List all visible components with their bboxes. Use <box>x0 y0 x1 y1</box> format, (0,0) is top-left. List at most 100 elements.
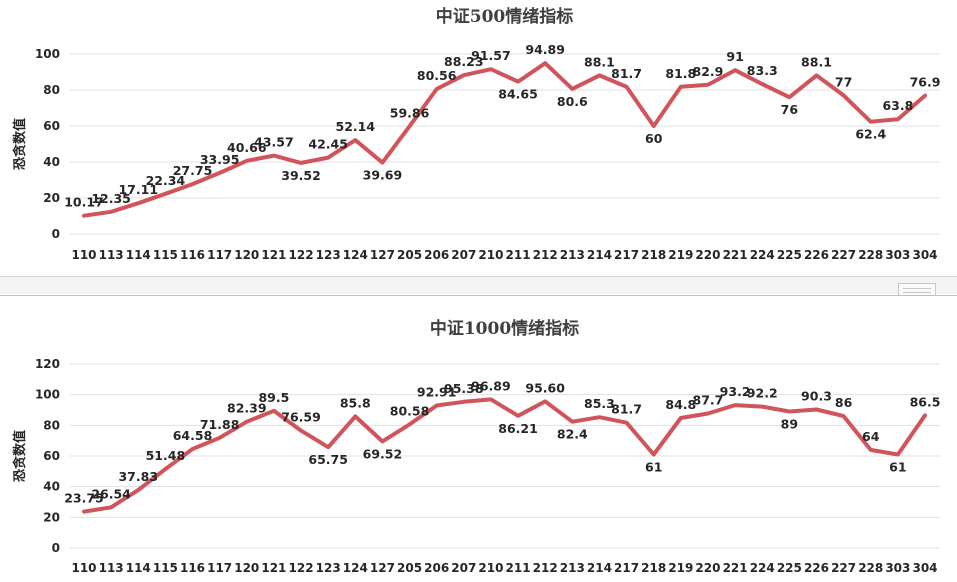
x-tick-label: 124 <box>343 248 368 262</box>
data-label: 27.75 <box>173 163 213 178</box>
data-label: 64.58 <box>173 428 213 443</box>
x-tick-label: 219 <box>668 248 693 262</box>
x-tick-label: 212 <box>533 561 558 575</box>
data-label: 81.7 <box>611 66 642 81</box>
x-tick-label: 206 <box>424 248 449 262</box>
data-point <box>353 414 357 418</box>
data-point <box>272 154 276 158</box>
data-label: 81.8 <box>665 66 696 81</box>
data-point <box>570 87 574 91</box>
y-tick-label: 0 <box>52 541 60 555</box>
data-label: 88.1 <box>584 54 615 69</box>
y-tick-label: 60 <box>43 119 60 133</box>
data-label: 61 <box>889 459 906 474</box>
data-label: 37.83 <box>118 469 158 484</box>
data-point <box>869 120 873 124</box>
x-tick-label: 205 <box>397 248 422 262</box>
x-tick-label: 226 <box>804 561 829 575</box>
data-point <box>408 422 412 426</box>
data-point <box>625 421 629 425</box>
data-label: 62.4 <box>855 127 886 142</box>
x-tick-label: 304 <box>912 561 937 575</box>
data-label: 40.66 <box>227 140 267 155</box>
x-tick-label: 304 <box>912 248 937 262</box>
data-label: 92.91 <box>417 385 457 400</box>
data-label: 82.4 <box>557 427 588 442</box>
x-tick-label: 121 <box>261 561 286 575</box>
data-point <box>462 400 466 404</box>
data-point <box>435 87 439 91</box>
data-point <box>543 399 547 403</box>
data-point <box>570 420 574 424</box>
data-point <box>760 82 764 86</box>
data-label: 80.58 <box>390 403 430 418</box>
data-label: 82.39 <box>227 401 267 416</box>
data-point <box>516 80 520 84</box>
x-tick-label: 113 <box>99 561 124 575</box>
data-point <box>543 61 547 65</box>
x-tick-label: 115 <box>153 248 178 262</box>
x-tick-label: 123 <box>316 248 341 262</box>
data-label: 65.75 <box>308 452 348 467</box>
x-tick-label: 224 <box>750 248 775 262</box>
x-tick-label: 117 <box>207 248 232 262</box>
data-point <box>82 214 86 218</box>
data-label: 81.7 <box>611 402 642 417</box>
data-point <box>923 94 927 98</box>
x-tick-label: 214 <box>587 561 612 575</box>
x-tick-label: 227 <box>831 248 856 262</box>
data-point <box>896 117 900 121</box>
x-tick-label: 110 <box>71 561 96 575</box>
data-point <box>923 413 927 417</box>
data-point <box>82 510 86 514</box>
data-label: 88.1 <box>801 54 832 69</box>
data-point <box>272 409 276 413</box>
data-point <box>462 73 466 77</box>
data-point <box>814 73 818 77</box>
data-point <box>597 415 601 419</box>
data-label: 51.48 <box>146 448 186 463</box>
data-point <box>869 448 873 452</box>
data-label: 76 <box>781 102 799 117</box>
x-tick-label: 122 <box>289 248 314 262</box>
x-tick-label: 213 <box>560 248 585 262</box>
data-point <box>136 201 140 205</box>
data-label: 10.17 <box>64 195 104 210</box>
data-label: 80.56 <box>417 68 457 83</box>
data-point <box>814 408 818 412</box>
data-label: 89.5 <box>258 390 289 405</box>
data-point <box>896 452 900 456</box>
data-label: 92.2 <box>747 386 778 401</box>
x-tick-label: 116 <box>180 561 205 575</box>
y-tick-label: 0 <box>52 227 60 241</box>
data-label: 87.7 <box>693 393 724 408</box>
x-tick-label: 228 <box>858 248 883 262</box>
x-tick-label: 225 <box>777 561 802 575</box>
data-label: 84.65 <box>498 87 538 102</box>
data-label: 23.75 <box>64 491 104 506</box>
y-tick-label: 60 <box>43 449 60 463</box>
y-tick-label: 40 <box>43 155 60 169</box>
data-label: 60 <box>645 131 663 146</box>
data-point <box>163 467 167 471</box>
x-tick-label: 218 <box>641 561 666 575</box>
data-point <box>787 410 791 414</box>
data-label: 33.95 <box>200 152 240 167</box>
series-line <box>82 397 927 514</box>
x-tick-label: 123 <box>316 561 341 575</box>
data-label: 86 <box>835 395 853 410</box>
data-point <box>489 67 493 71</box>
data-label: 17.11 <box>118 182 158 197</box>
data-label: 76.9 <box>910 75 941 90</box>
data-label: 64 <box>862 429 880 444</box>
x-tick-label: 120 <box>234 561 259 575</box>
data-point <box>597 73 601 77</box>
series-line <box>82 61 927 218</box>
data-label: 95.38 <box>444 381 484 396</box>
data-point <box>191 182 195 186</box>
data-point <box>326 445 330 449</box>
data-label: 22.34 <box>146 173 186 188</box>
x-tick-label: 212 <box>533 248 558 262</box>
data-label: 26.54 <box>91 486 131 501</box>
